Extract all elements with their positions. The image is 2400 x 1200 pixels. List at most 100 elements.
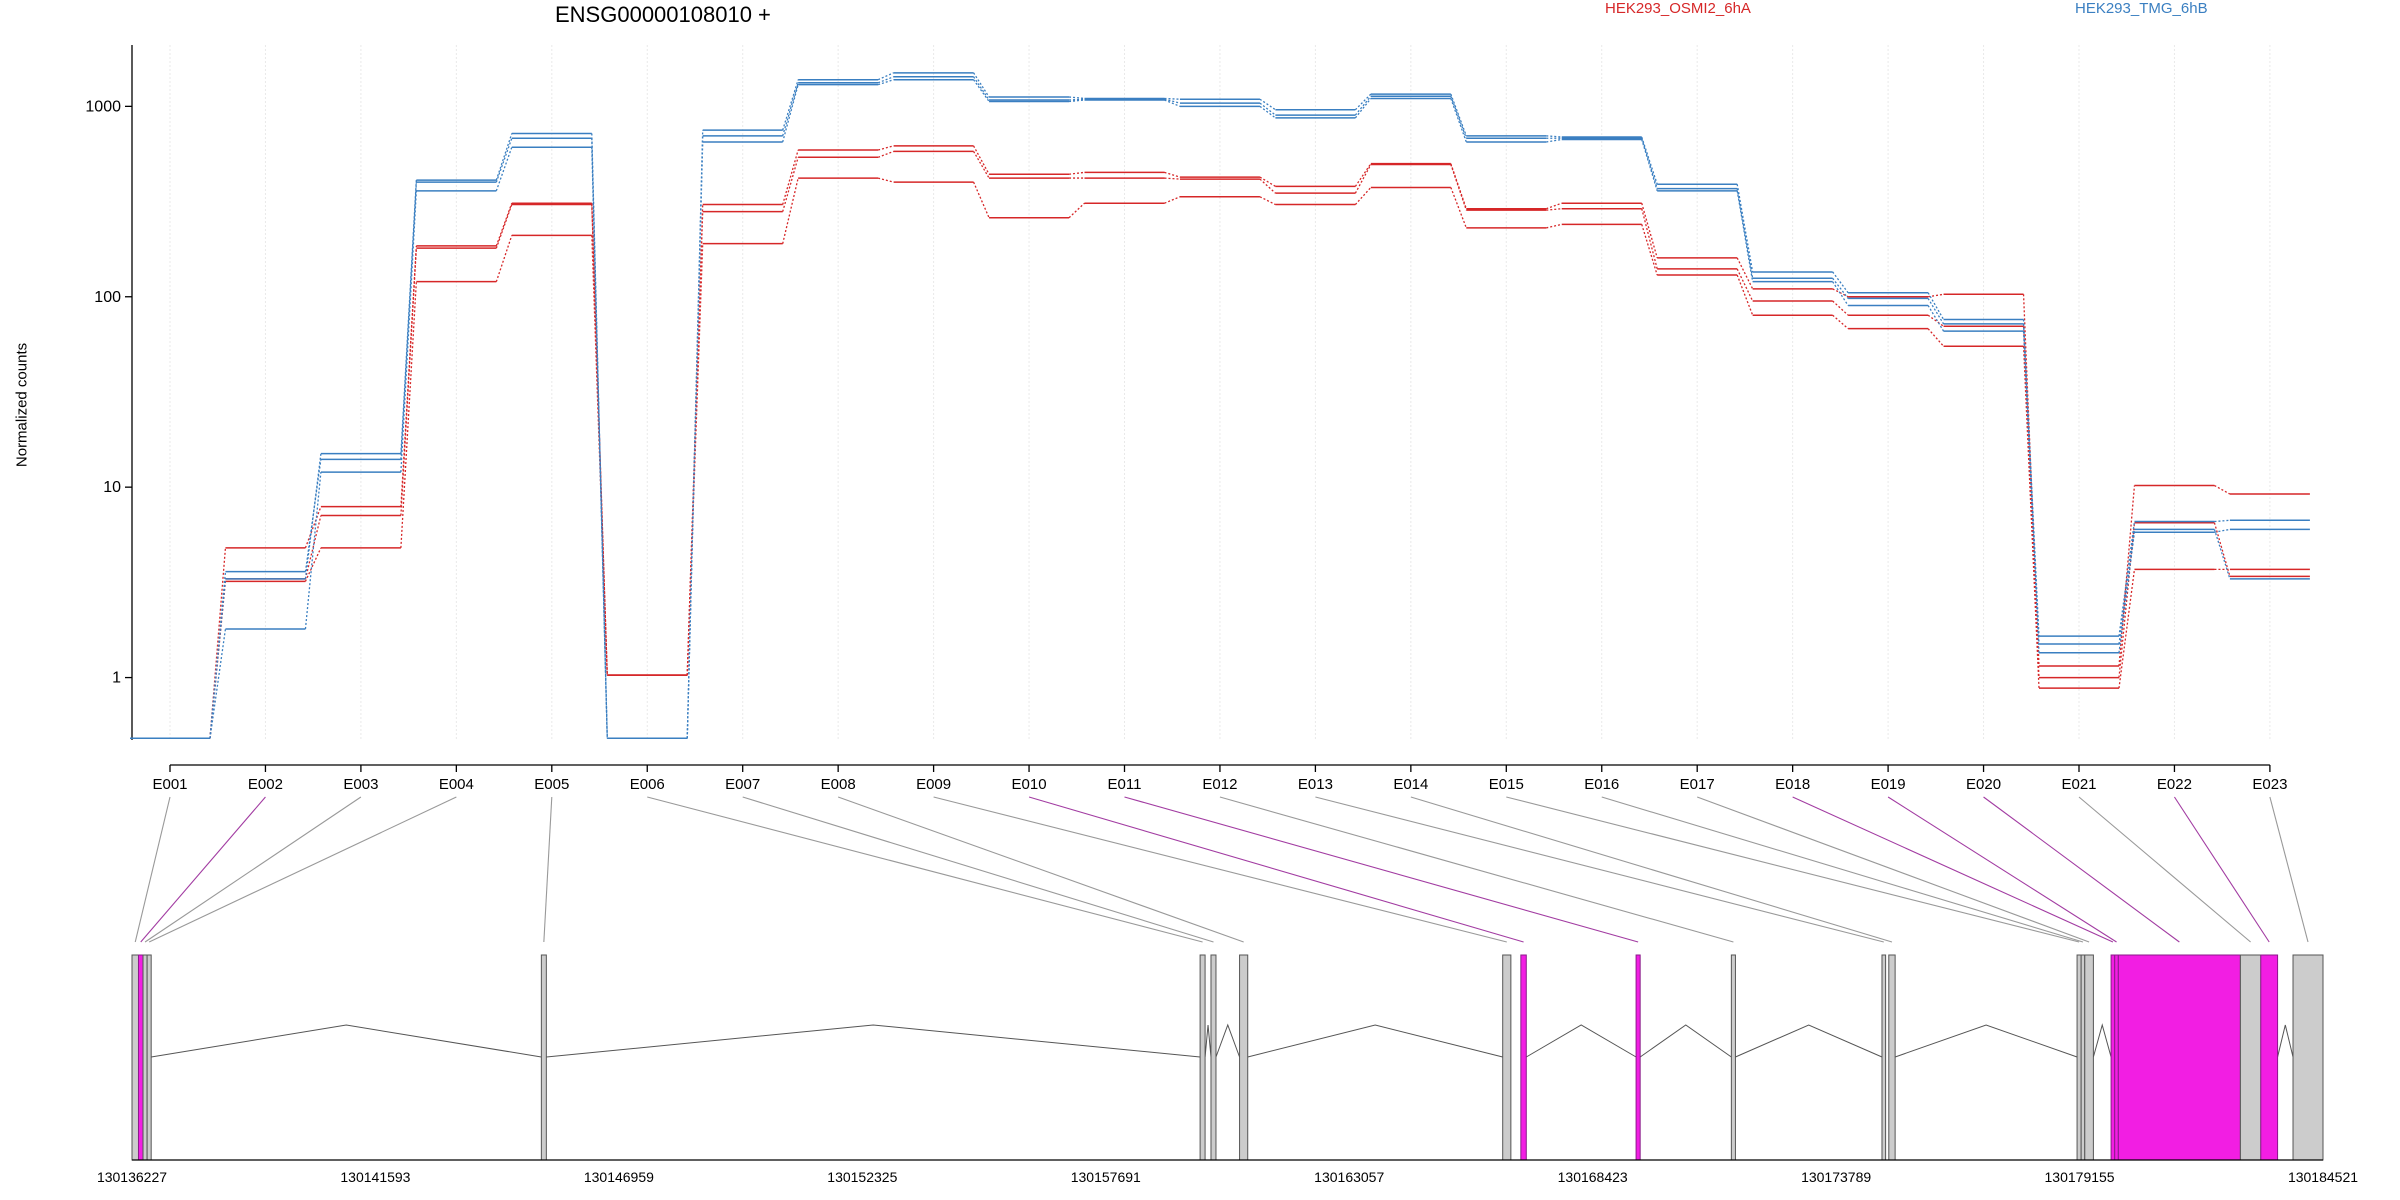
y-tick-label: 100 xyxy=(94,289,121,306)
genomic-tick-label: 130157691 xyxy=(1071,1169,1141,1185)
series-connector xyxy=(1736,184,1754,273)
series-connector xyxy=(877,150,894,158)
series-connector xyxy=(2022,331,2040,653)
intron xyxy=(151,1024,542,1058)
y-tick-label: 1 xyxy=(112,670,121,687)
series-connector xyxy=(1068,96,1085,100)
x-tick-label: E003 xyxy=(343,776,378,793)
exon-connector xyxy=(2078,796,2251,943)
grid-lines xyxy=(169,45,2271,740)
x-tick-label: E007 xyxy=(725,776,760,793)
exon-box xyxy=(146,954,152,1161)
gene-model xyxy=(131,954,2324,1161)
chart-title: ENSG00000108010 + xyxy=(555,2,771,27)
series-connector xyxy=(1641,208,1658,270)
series-connector xyxy=(591,235,608,676)
series-connector xyxy=(1259,105,1276,119)
exon-connector xyxy=(148,796,457,943)
series-connector xyxy=(400,281,417,548)
exon-connector xyxy=(2269,796,2309,943)
exon-connector xyxy=(1697,796,2090,943)
series-connector xyxy=(495,147,513,192)
intron xyxy=(1247,1024,1503,1058)
exon-connector xyxy=(1506,796,2080,943)
exon-box xyxy=(2110,954,2116,1161)
series-connector xyxy=(1259,98,1276,111)
x-tick-label: E014 xyxy=(1393,776,1428,793)
series-connector xyxy=(1164,171,1181,178)
series-connector xyxy=(1164,196,1181,204)
series-connector xyxy=(973,181,990,219)
series-lines xyxy=(130,72,2310,740)
series-connector xyxy=(2214,484,2231,495)
intron xyxy=(1894,1024,2078,1058)
series-connector xyxy=(1736,268,1754,302)
series-connector xyxy=(1450,93,1467,137)
series-connector xyxy=(304,515,322,579)
series-connector xyxy=(877,177,894,183)
y-tick-label: 10 xyxy=(103,479,121,496)
series-connector xyxy=(1832,300,1849,316)
intron xyxy=(2092,1023,2112,1058)
exon-box xyxy=(2260,954,2279,1161)
series-connector xyxy=(495,138,513,183)
series-connector xyxy=(209,571,227,739)
x-tick-label: E020 xyxy=(1966,776,2001,793)
exon-connector xyxy=(144,796,362,943)
series-connector xyxy=(1259,178,1276,194)
series-connector xyxy=(1641,203,1658,259)
series-connector xyxy=(591,147,608,739)
exon-box xyxy=(2239,954,2262,1161)
series-connector xyxy=(1641,138,1658,189)
series-connector xyxy=(1927,305,1945,332)
exon-box xyxy=(2114,954,2119,1161)
exon-connector xyxy=(1601,796,2084,943)
series xyxy=(130,76,2310,740)
series-connector xyxy=(2214,528,2231,533)
series-connector xyxy=(1069,98,1085,101)
genomic-tick-label: 130173789 xyxy=(1801,1169,1871,1185)
series-connector xyxy=(1927,293,1944,298)
series-connector xyxy=(2118,522,2136,678)
x-tick-label: E006 xyxy=(630,776,665,793)
axes: 1 10 100 1000 xyxy=(85,45,133,740)
series-connector xyxy=(1164,99,1181,107)
genomic-tick-label: 130168423 xyxy=(1558,1169,1628,1185)
series-connector xyxy=(1641,136,1658,185)
series-connector xyxy=(2118,521,2136,637)
series-connector xyxy=(1259,102,1276,116)
genomic-tick-label: 130163057 xyxy=(1314,1169,1384,1185)
series-connector xyxy=(1068,99,1085,103)
exon-connectors xyxy=(134,796,2309,943)
exon-box xyxy=(2076,954,2082,1161)
x-tick-label: E005 xyxy=(534,776,569,793)
series xyxy=(130,78,2310,740)
intron xyxy=(2277,1024,2294,1058)
series-connector xyxy=(2213,529,2231,580)
series-connector xyxy=(1832,314,1849,330)
exon-box xyxy=(131,954,139,1161)
series-connector xyxy=(1354,95,1372,116)
series-connector xyxy=(495,202,513,247)
x-tick-label: E015 xyxy=(1489,776,1524,793)
series-connector xyxy=(782,177,799,244)
series-connector xyxy=(1927,314,1944,327)
y-axis-label: Normalized counts xyxy=(13,342,31,468)
series-connector xyxy=(973,145,990,175)
exon-box xyxy=(1635,954,1641,1161)
series-connector xyxy=(1641,139,1658,192)
exon-box xyxy=(1199,954,1206,1161)
exon-box xyxy=(2080,954,2086,1161)
x-tick-label: E004 xyxy=(439,776,474,793)
series-connector xyxy=(1736,274,1754,316)
exon-connector xyxy=(543,796,553,943)
series-connector xyxy=(591,138,608,739)
series-connector xyxy=(782,149,799,205)
series-connector xyxy=(782,84,799,143)
series-connector xyxy=(2022,326,2040,678)
exon-box xyxy=(2117,954,2241,1161)
genomic-tick-label: 130179155 xyxy=(2045,1169,2115,1185)
series-connector xyxy=(1736,190,1754,282)
genomic-axis: 130136227 130141593 130146959 130152325 1301… xyxy=(97,1159,2358,1185)
